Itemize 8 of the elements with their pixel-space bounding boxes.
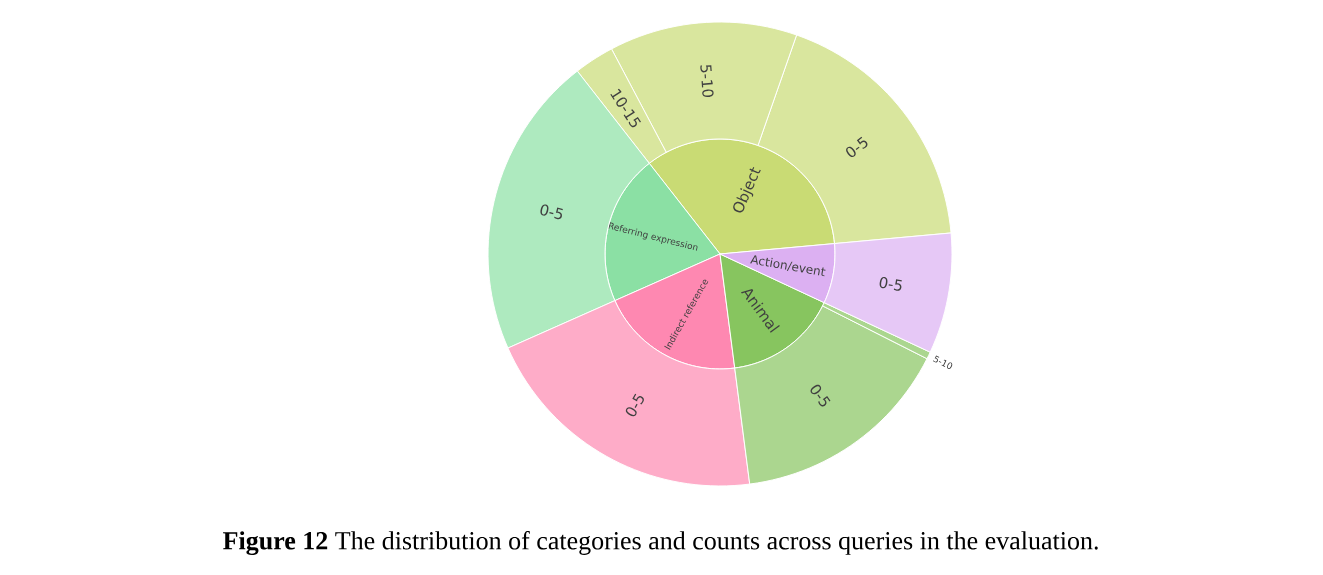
slice-label: 0-5: [879, 276, 902, 291]
slice-label: 0-5: [625, 393, 644, 417]
slice-label: 0-5: [810, 384, 831, 407]
slice-label: 5-10: [933, 355, 953, 369]
slice-label: 0-5: [540, 204, 563, 220]
text: Figure 12 The distribution of categories and counts across queries in the evaluation.: [223, 530, 1098, 556]
slice-label: 0-5: [846, 136, 868, 158]
slice-label: 5-10: [700, 65, 714, 97]
